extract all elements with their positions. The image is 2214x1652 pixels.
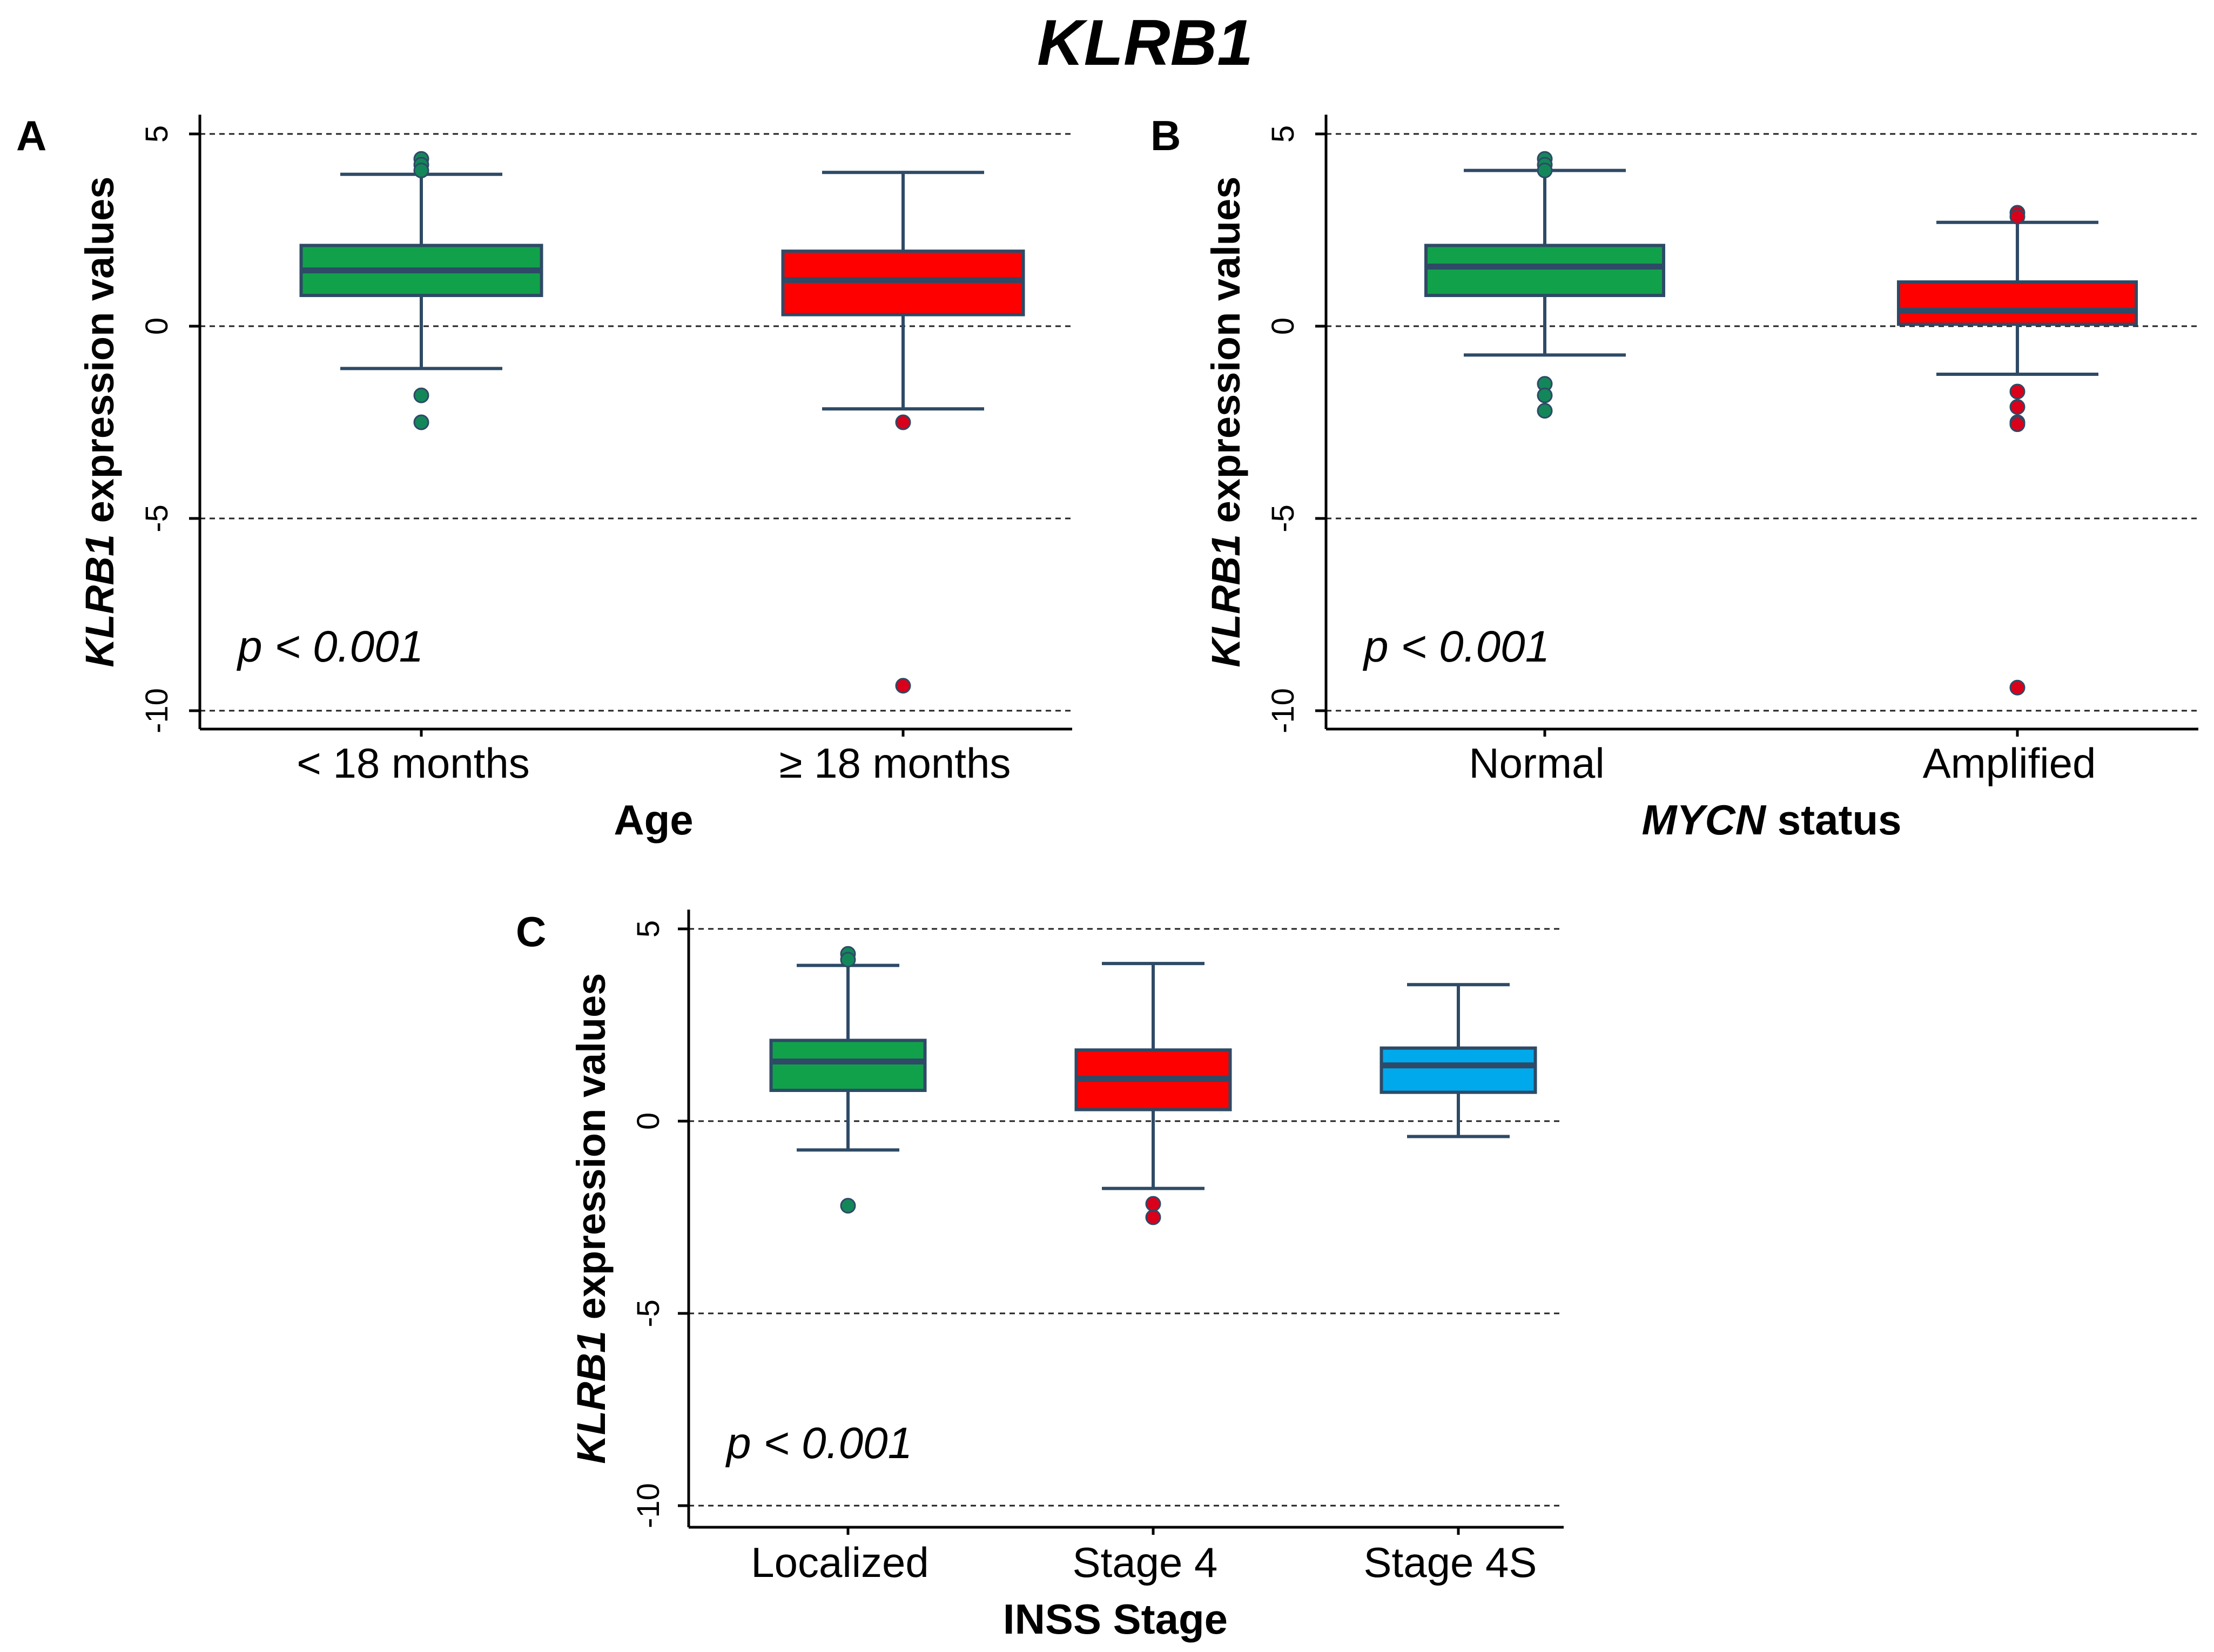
category-label: Normal <box>1469 739 1604 787</box>
y-axis-label-rest: expression values <box>569 973 614 1331</box>
outlier-point <box>1145 1196 1161 1212</box>
panel-label: A <box>16 112 46 159</box>
p-value-text: p < 0.001 <box>1362 622 1550 671</box>
iqr-box <box>769 1039 927 1093</box>
box-group: Amplified <box>1897 205 2138 787</box>
outlier-point <box>895 678 911 694</box>
y-axis-label: KLRB1 expression values <box>77 177 122 667</box>
panel-label: B <box>1150 112 1181 159</box>
category-label: Localized <box>751 1539 929 1586</box>
y-tick-label: 5 <box>139 125 174 143</box>
category-label: Stage 4S <box>1364 1539 1537 1586</box>
outlier-point <box>1537 387 1553 403</box>
y-tick-label: -5 <box>631 1299 666 1327</box>
y-tick-label: 0 <box>1266 318 1301 335</box>
category-label: < 18 months <box>297 739 529 787</box>
y-tick-label: 5 <box>1266 125 1301 143</box>
y-tick-label: -5 <box>1266 504 1301 532</box>
box-group: Normal <box>1424 151 1665 787</box>
outlier-point <box>413 387 429 403</box>
figure-title: KLRB1 <box>1037 6 1253 79</box>
category-label: ≥ 18 months <box>779 739 1011 787</box>
x-axis-label: INSS Stage <box>1003 1595 1228 1643</box>
outlier-point <box>895 414 911 430</box>
y-axis-label: KLRB1 expression values <box>569 973 614 1464</box>
iqr-box <box>1379 1046 1537 1094</box>
box-group: Stage 4 <box>1073 962 1232 1586</box>
outlier-point <box>413 163 429 179</box>
y-tick-label: -5 <box>139 504 174 532</box>
x-axis-label: Age <box>614 796 693 844</box>
category-label: Amplified <box>1923 739 2096 787</box>
y-axis-label-gene: KLRB1 <box>77 534 122 667</box>
x-axis-label-rest: Age <box>614 796 693 844</box>
outlier-point <box>840 952 856 968</box>
y-tick-label: -10 <box>139 688 174 733</box>
box-group: < 18 months <box>297 151 543 787</box>
panel-b: 5 0 -5 -10 B KLRB1 expression values MYCN stat… <box>1150 112 2198 844</box>
x-axis-label-rest: INSS Stage <box>1003 1595 1228 1643</box>
outlier-point <box>1145 1209 1161 1225</box>
box-group: Localized <box>751 946 929 1586</box>
outlier-point <box>2009 399 2025 415</box>
y-axis-label-rest: expression values <box>77 177 122 534</box>
y-tick-label: -10 <box>631 1483 666 1528</box>
iqr-box <box>1897 280 2138 326</box>
iqr-box <box>1424 244 1665 298</box>
x-axis-label: MYCN status <box>1641 796 1901 844</box>
x-axis-label-rest: status <box>1766 796 1901 844</box>
y-tick-label: -10 <box>1266 688 1301 733</box>
y-tick-label: 0 <box>631 1112 666 1130</box>
p-value-text: p < 0.001 <box>725 1419 912 1468</box>
box-group: Stage 4S <box>1364 983 1537 1586</box>
y-axis-label-gene: KLRB1 <box>569 1331 614 1464</box>
box-group: ≥ 18 months <box>779 171 1025 787</box>
y-tick-label: 0 <box>139 318 174 335</box>
outlier-point <box>2009 383 2025 400</box>
outlier-point <box>1537 163 1553 179</box>
outlier-point <box>2009 208 2025 225</box>
outlier-point <box>840 1198 856 1214</box>
outlier-point <box>2009 679 2025 696</box>
y-axis-label-gene: KLRB1 <box>1203 534 1248 667</box>
y-tick-label: 5 <box>631 920 666 938</box>
outlier-point <box>2009 416 2025 433</box>
category-label: Stage 4 <box>1073 1539 1218 1586</box>
outlier-point <box>413 414 429 430</box>
y-axis-label-rest: expression values <box>1203 177 1248 534</box>
outlier-point <box>1537 403 1553 419</box>
panel-c: 5 0 -5 -10 C KLRB1 expression values INSS Stag… <box>516 908 1564 1643</box>
y-axis-label: KLRB1 expression values <box>1203 177 1248 667</box>
p-value-text: p < 0.001 <box>236 622 423 671</box>
panel-label: C <box>516 908 546 955</box>
x-axis-label-italic: MYCN <box>1641 796 1766 844</box>
panel-a: 5 0 -5 -10 A KLRB1 expression values Age p < 0.… <box>16 112 1072 844</box>
